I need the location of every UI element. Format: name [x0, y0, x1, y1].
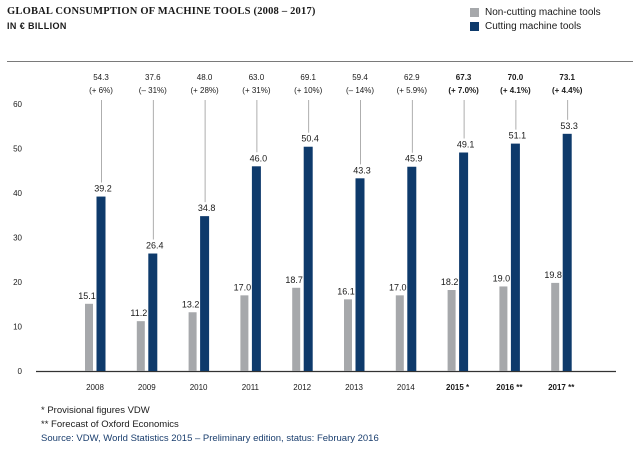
bar-cutting: [303, 146, 313, 371]
value-label-non-cutting: 17.0: [389, 282, 407, 292]
value-label-cutting: 26.4: [146, 241, 164, 251]
legend-swatch-non-cutting: [470, 7, 479, 17]
bar-non-cutting: [499, 286, 508, 371]
change-label: (+ 5.9%): [397, 86, 428, 95]
x-tick-label: 2014: [397, 383, 415, 392]
bar-non-cutting: [136, 321, 145, 371]
footnotes: * Provisional figures VDW ** Forecast of…: [41, 404, 379, 446]
bar-cutting: [562, 133, 572, 371]
value-label-non-cutting: 18.2: [441, 277, 459, 287]
total-label: 73.1: [559, 73, 575, 82]
legend-item-non-cutting: Non-cutting machine tools: [470, 5, 601, 19]
bar-cutting: [407, 166, 417, 371]
change-label: (– 31%): [139, 86, 167, 95]
x-tick-label: 2015 *: [446, 383, 470, 392]
bar-cutting: [510, 143, 520, 371]
y-tick-label: 20: [13, 278, 22, 287]
y-tick-label: 50: [13, 145, 22, 154]
x-tick-label: 2012: [293, 383, 311, 392]
bar-cutting: [200, 216, 210, 371]
bar-cutting: [355, 178, 365, 371]
value-label-non-cutting: 11.2: [130, 308, 147, 318]
value-label-non-cutting: 13.2: [182, 299, 200, 309]
x-tick-label: 2009: [138, 383, 156, 392]
total-label: 63.0: [249, 73, 265, 82]
value-label-cutting: 51.1: [509, 131, 527, 141]
plot-frame: [7, 61, 633, 398]
total-label: 70.0: [508, 73, 524, 82]
value-label-non-cutting: 17.0: [234, 282, 252, 292]
change-label: (– 14%): [346, 86, 374, 95]
change-label: (+ 7.0%): [448, 86, 479, 95]
value-label-cutting: 39.2: [94, 184, 112, 194]
total-label: 48.0: [197, 73, 213, 82]
value-label-cutting: 53.3: [560, 121, 578, 131]
total-label: 69.1: [300, 73, 316, 82]
y-tick-label: 0: [18, 367, 23, 376]
bar-non-cutting: [188, 312, 197, 371]
bar-cutting: [251, 166, 261, 371]
footnote-source: Source: VDW, World Statistics 2015 – Pre…: [41, 433, 379, 444]
legend-swatch-cutting: [470, 21, 479, 31]
value-label-non-cutting: 15.1: [78, 291, 96, 301]
chart-subtitle: IN € BILLION: [7, 21, 67, 31]
legend: Non-cutting machine tools Cutting machin…: [470, 5, 601, 33]
footnote-provisional: * Provisional figures VDW: [41, 405, 150, 416]
total-label: 67.3: [456, 73, 472, 82]
y-tick-label: 30: [13, 234, 22, 243]
value-label-non-cutting: 19.8: [544, 270, 562, 280]
change-label: (+ 4.4%): [552, 86, 583, 95]
bar-cutting: [459, 152, 469, 371]
y-tick-label: 40: [13, 189, 22, 198]
change-label: (+ 10%): [294, 86, 323, 95]
value-label-cutting: 34.8: [198, 203, 216, 213]
value-label-cutting: 46.0: [250, 153, 268, 163]
value-label-non-cutting: 18.7: [285, 275, 303, 285]
total-label: 37.6: [145, 73, 161, 82]
bar-non-cutting: [292, 287, 301, 371]
value-label-non-cutting: 19.0: [493, 273, 511, 283]
value-label-non-cutting: 16.1: [337, 286, 355, 296]
x-tick-label: 2011: [242, 383, 260, 392]
value-label-cutting: 45.9: [405, 154, 423, 164]
value-label-cutting: 43.3: [353, 165, 371, 175]
x-tick-label: 2008: [86, 383, 104, 392]
value-label-cutting: 49.1: [457, 140, 475, 150]
change-label: (+ 4.1%): [500, 86, 531, 95]
bar-non-cutting: [85, 303, 93, 371]
y-tick-label: 60: [13, 100, 22, 109]
x-tick-label: 2016 **: [496, 383, 523, 392]
bar-cutting: [148, 253, 158, 371]
change-label: (+ 6%): [89, 86, 113, 95]
chart-title: GLOBAL CONSUMPTION OF MACHINE TOOLS (200…: [7, 6, 316, 17]
y-tick-label: 10: [13, 323, 22, 332]
bar-non-cutting: [344, 299, 352, 371]
legend-item-cutting: Cutting machine tools: [470, 19, 601, 33]
bar-non-cutting: [551, 282, 560, 371]
x-tick-label: 2013: [345, 383, 363, 392]
bar-non-cutting: [240, 295, 249, 371]
bar-cutting: [96, 196, 106, 371]
legend-label-non-cutting: Non-cutting machine tools: [485, 6, 601, 18]
total-label: 54.3: [93, 73, 109, 82]
total-label: 62.9: [404, 73, 420, 82]
bar-non-cutting: [395, 295, 404, 371]
total-label: 59.4: [352, 73, 368, 82]
value-label-cutting: 50.4: [301, 134, 319, 144]
x-tick-label: 2017 **: [548, 383, 575, 392]
x-tick-label: 2010: [190, 383, 208, 392]
change-label: (+ 28%): [190, 86, 219, 95]
bar-non-cutting: [447, 290, 456, 371]
legend-label-cutting: Cutting machine tools: [485, 20, 582, 32]
footnote-forecast: ** Forecast of Oxford Economics: [41, 419, 179, 430]
change-label: (+ 31%): [242, 86, 271, 95]
